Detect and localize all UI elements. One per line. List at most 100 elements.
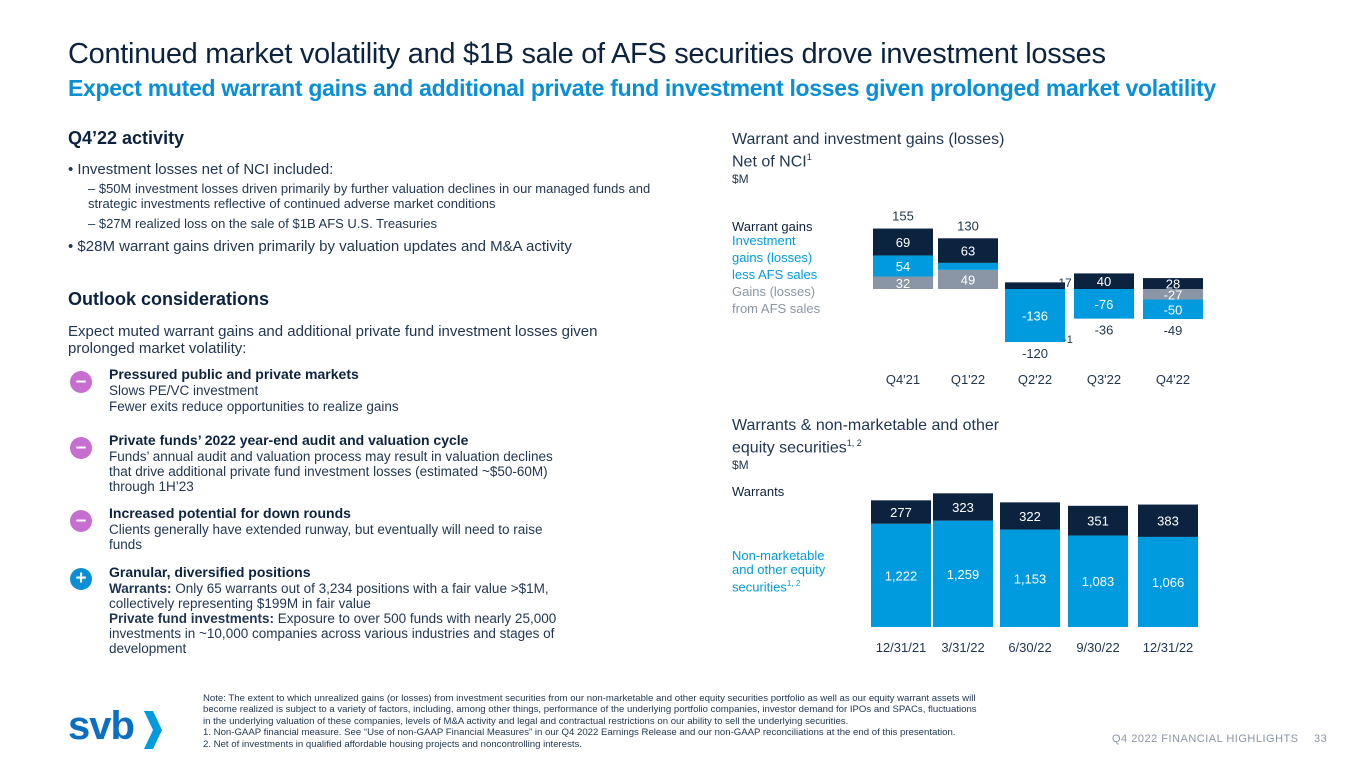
item-line: Private fund investments: Exposure to ov… (109, 611, 556, 626)
data-label: 1,083 (1082, 574, 1115, 589)
legend-nonmarketable: securities1, 2 (732, 577, 800, 594)
data-label: -50 (1164, 302, 1183, 317)
bar-warrant (1074, 273, 1134, 289)
svb-logo: svb (68, 704, 135, 748)
data-label: 1,222 (885, 568, 918, 583)
legend-investment: less AFS sales (732, 267, 818, 282)
minus-icon: – (70, 371, 92, 393)
minus-icon: – (70, 437, 92, 459)
bar-warrants (1068, 505, 1128, 536)
bar-investment (873, 255, 933, 277)
data-label: 28 (1166, 277, 1180, 292)
data-label: 17 (1058, 276, 1072, 290)
item-title: Private funds’ 2022 year-end audit and v… (109, 432, 469, 448)
item-line: funds (109, 537, 143, 552)
item-line-text: Only 65 warrants out of 3,234 positions … (171, 581, 549, 596)
x-tick-label: Q1'22 (951, 372, 985, 387)
page-subtitle: Expect muted warrant gains and additiona… (68, 75, 1216, 101)
sub-bullet-50m: – $50M investment losses driven primaril… (88, 181, 651, 211)
item-line-text: Exposure to over 500 funds with nearly 2… (274, 611, 557, 626)
bullet-investment-losses: • Investment losses net of NCI included: (68, 161, 334, 178)
footnote-line: become realized is subject to a variety … (203, 704, 977, 716)
minus-icon: – (70, 510, 92, 532)
item-line: that drive additional private fund inves… (109, 464, 548, 479)
data-label: 383 (1157, 514, 1179, 529)
bar-warrant (873, 228, 933, 256)
item-line: Funds’ annual audit and valuation proces… (109, 449, 553, 464)
data-label: 1,066 (1152, 575, 1185, 590)
page-number: 33 (1314, 733, 1328, 745)
bar-nonmarketable (871, 523, 931, 627)
bar-nonmarketable (933, 520, 993, 627)
sub-bullet-27m: – $27M realized loss on the sale of $1B … (88, 216, 438, 231)
chevron-right-icon (144, 711, 162, 749)
total-label: -120 (1022, 346, 1048, 361)
bar-nonmarketable (1138, 536, 1198, 627)
legend-investment: gains (losses) (732, 250, 813, 265)
chart1-unit: $M (732, 172, 749, 186)
footer-label: Q4 2022 FINANCIAL HIGHLIGHTS (1112, 733, 1299, 745)
bar-afs (938, 269, 998, 289)
total-label: -49 (1164, 323, 1183, 338)
item-line: Warrants: Only 65 warrants out of 3,234 … (109, 581, 549, 596)
footnote-line: 1. Non-GAAP financial measure. See “Use … (203, 727, 956, 739)
bar-nonmarketable (1068, 535, 1128, 627)
bar-warrants (1138, 504, 1198, 537)
item-title: Increased potential for down rounds (109, 505, 351, 521)
item-line: Fewer exits reduce opportunities to real… (109, 399, 399, 414)
bar-warrant (938, 238, 998, 263)
legend-nonmarketable: and other equity (732, 562, 826, 577)
item-line: investments in ~10,000 companies across … (109, 626, 555, 641)
legend-warrants: Warrants (732, 484, 785, 499)
legend-afs: Gains (losses) (732, 284, 816, 299)
x-tick-label: Q4'22 (1156, 372, 1190, 387)
footnote-ref: 1, 2 (786, 579, 801, 588)
data-label: 69 (896, 235, 910, 250)
chart2-title-text: equity securities (732, 439, 847, 457)
data-label: 63 (961, 244, 975, 259)
data-label: 49 (961, 272, 975, 287)
bar-nonmarketable (1000, 529, 1060, 627)
bar-investment (1005, 289, 1065, 343)
item-line: collectively representing $199M in fair … (109, 596, 371, 611)
data-label: 1,259 (947, 567, 980, 582)
item-title: Granular, diversified positions (109, 564, 311, 580)
x-tick-label: 9/30/22 (1076, 640, 1119, 655)
chart1-subtitle-text: Net of NCI (732, 153, 807, 171)
data-label: 277 (890, 505, 912, 520)
item-line: Slows PE/VC investment (109, 383, 259, 398)
footnote-line: in the underlying valuation of these com… (203, 715, 849, 727)
data-label: 322 (1019, 509, 1041, 524)
outlook-intro: Expect muted warrant gains and additiona… (68, 323, 598, 357)
activity-heading: Q4’22 activity (68, 128, 185, 148)
data-label: -27 (1164, 287, 1183, 302)
bar-warrants (933, 493, 993, 521)
data-label: 351 (1087, 514, 1109, 529)
x-tick-label: 12/31/22 (1143, 640, 1194, 655)
item-bold-label: Warrants: (109, 581, 172, 596)
chart1-subtitle: Net of NCI1 (732, 152, 812, 171)
bar-warrants (871, 500, 931, 524)
chart2-title-line2: equity securities1, 2 (732, 438, 862, 457)
item-bold-label: Private fund investments: (109, 611, 275, 626)
logo-text: svb (68, 704, 135, 748)
bar-warrants (1000, 502, 1060, 530)
page-title: Continued market volatility and $1B sale… (68, 38, 1106, 70)
chart1-title: Warrant and investment gains (losses) (732, 131, 1005, 148)
x-tick-label: Q2'22 (1018, 372, 1052, 387)
bar-afs (873, 276, 933, 289)
data-label: -76 (1095, 297, 1114, 312)
bullet-warrant-gains: • $28M warrant gains driven primarily by… (68, 238, 572, 255)
total-label: 130 (957, 218, 979, 233)
x-tick-label: Q4'21 (886, 372, 920, 387)
footnote-line: 2. Net of investments in qualified affor… (203, 738, 583, 750)
data-label: 54 (896, 259, 910, 274)
chart2-unit: $M (732, 458, 749, 472)
item-line: through 1H’23 (109, 479, 194, 494)
legend-nonmarketable: Non-marketable (732, 548, 825, 563)
data-label: 1,153 (1014, 571, 1047, 586)
bar-afs (1143, 289, 1203, 300)
plus-icon: + (70, 568, 92, 590)
x-tick-label: 3/31/22 (941, 640, 984, 655)
